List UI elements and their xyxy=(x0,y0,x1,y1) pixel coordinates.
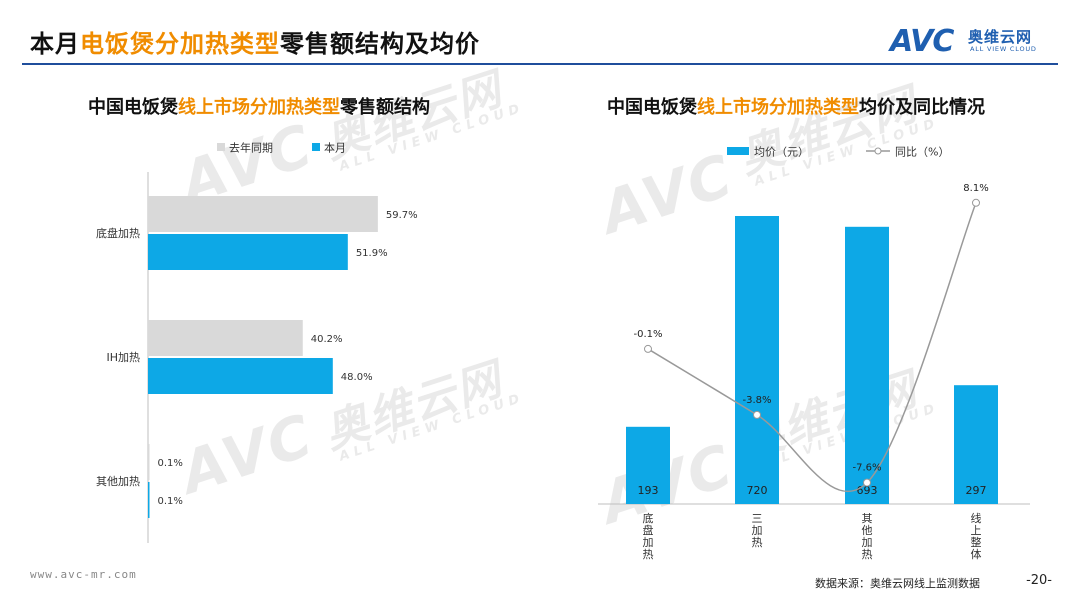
bar-avg-price xyxy=(954,385,998,504)
data-label: 51.9% xyxy=(356,248,388,259)
avc-logo: AVC 奥维云网 ALL VIEW CLOUD xyxy=(890,24,1060,59)
category-label-char: 盘 xyxy=(643,523,654,537)
legend-label-last-year: 去年同期 xyxy=(229,141,273,155)
bar-this-month xyxy=(148,358,333,394)
category-label-char: 热 xyxy=(752,536,763,549)
category-label-char: 整 xyxy=(971,535,982,549)
left-chart-title-highlight: 线上市场分加热类型 xyxy=(178,97,340,118)
category-label-char: 体 xyxy=(971,547,982,560)
page-title-highlight: 电饭煲分加热类型 xyxy=(80,30,280,58)
title-divider xyxy=(22,63,1058,65)
bar-last-year xyxy=(148,196,378,232)
category-label-char: 上 xyxy=(971,524,982,537)
category-label-char: 加 xyxy=(862,536,873,549)
bar-avg-price xyxy=(845,226,889,505)
left-chart-title-part1: 中国电饭煲 xyxy=(88,97,178,118)
category-label-char: 其 xyxy=(862,512,873,525)
data-label: 0.1% xyxy=(158,496,183,507)
bar-avg-price xyxy=(735,216,779,504)
page-title-part2: 零售额结构及均价 xyxy=(280,30,480,58)
bar-value-label: 720 xyxy=(747,484,768,497)
category-label: 其他加热 xyxy=(96,475,140,488)
yoy-point xyxy=(972,198,980,207)
category-label-char: 加 xyxy=(643,536,654,549)
legend-swatch-last-year xyxy=(217,143,225,151)
data-label: 59.7% xyxy=(386,210,418,221)
category-label: 底盘加热 xyxy=(96,226,140,240)
logo-mark: AVC xyxy=(890,24,954,59)
bar-last-year xyxy=(148,320,303,356)
bar-last-year xyxy=(148,444,150,480)
right-chart-title-part1: 中国电饭煲 xyxy=(607,97,697,118)
data-label: 0.1% xyxy=(158,458,183,469)
legend-swatch-this-month xyxy=(312,143,320,151)
logo-en-name: ALL VIEW CLOUD xyxy=(970,45,1037,53)
page-title-part1: 本月 xyxy=(30,30,80,58)
yoy-point xyxy=(753,410,761,419)
bar-this-month xyxy=(148,234,348,270)
logo-cn-name: 奥维云网 xyxy=(968,28,1033,46)
left-chart-title: 中国电饭煲线上市场分加热类型零售额结构 xyxy=(88,93,430,119)
bar-value-label: 297 xyxy=(966,484,987,497)
yoy-data-label: -7.6% xyxy=(852,463,881,474)
page-number: -20- xyxy=(1026,573,1052,588)
page-title: 本月电饭煲分加热类型零售额结构及均价 xyxy=(30,24,480,59)
yoy-data-label: -0.1% xyxy=(633,329,662,340)
bar-avg-price xyxy=(626,426,670,504)
legend-swatch-avg-price xyxy=(727,147,749,155)
category-label-char: 热 xyxy=(862,548,873,560)
right-chart-title: 中国电饭煲线上市场分加热类型均价及同比情况 xyxy=(607,93,985,119)
category-label: IH加热 xyxy=(106,351,140,364)
category-label-char: 三 xyxy=(752,512,763,525)
right-chart-title-part2: 均价及同比情况 xyxy=(859,97,985,118)
data-label: 40.2% xyxy=(311,334,343,345)
left-chart-title-part2: 零售额结构 xyxy=(340,97,430,118)
right-combo-chart: 均价（元） 同比（%）193底盘加热720三加热693其他加热297线上整体-0.… xyxy=(598,146,1030,560)
yoy-data-label: -3.8% xyxy=(742,395,771,406)
category-label-char: 加 xyxy=(752,524,763,537)
legend-label-yoy: 同比（%） xyxy=(895,146,949,159)
bar-this-month xyxy=(148,482,150,518)
yoy-point xyxy=(644,344,652,353)
yoy-line xyxy=(647,202,977,492)
category-label-char: 底 xyxy=(643,511,654,525)
yoy-data-label: 8.1% xyxy=(963,183,988,194)
category-label-char: 线 xyxy=(971,511,982,525)
yoy-point xyxy=(863,478,871,487)
legend-label-this-month: 本月 xyxy=(324,141,346,155)
category-label-char: 热 xyxy=(643,548,654,560)
right-chart-title-highlight: 线上市场分加热类型 xyxy=(697,97,859,118)
footer-url: www.avc-mr.com xyxy=(30,568,137,581)
data-label: 48.0% xyxy=(341,372,373,383)
legend-label-avg-price: 均价（元） xyxy=(754,146,809,159)
data-source-note: 数据来源：奥维云网线上监测数据 xyxy=(815,577,980,590)
bar-value-label: 193 xyxy=(638,484,659,497)
category-label-char: 他 xyxy=(862,524,873,537)
legend-swatch-yoy-marker xyxy=(874,147,882,155)
